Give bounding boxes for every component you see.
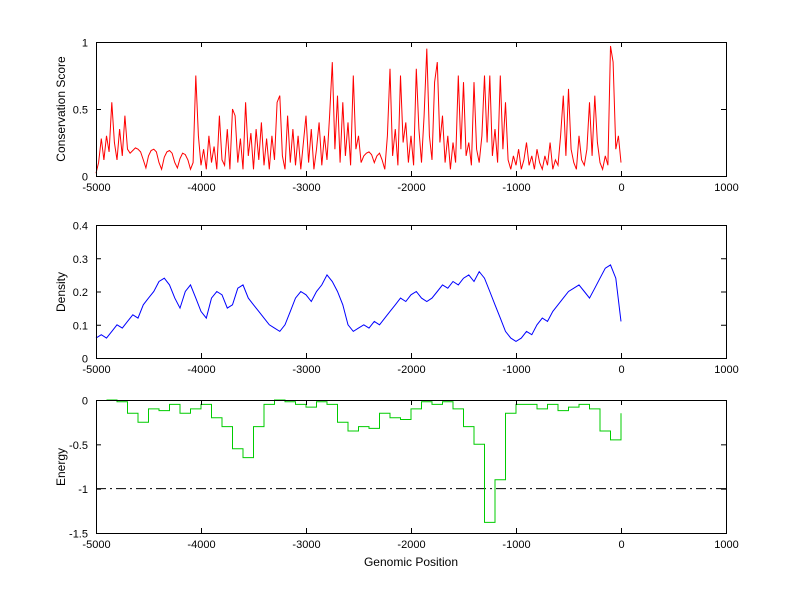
x-tick-label: 0 [618, 364, 624, 376]
x-tick-label: 1000 [714, 182, 738, 194]
x-tick-label: -5000 [82, 364, 110, 376]
x-tick-label: -5000 [82, 539, 110, 551]
subplot-3-box [96, 400, 727, 534]
x-tick-label: 1000 [714, 539, 738, 551]
subplot-1-box [96, 42, 727, 177]
x-tick-label: -5000 [82, 182, 110, 194]
x-tick-label: -1000 [502, 182, 530, 194]
x-tick-label: -2000 [397, 182, 425, 194]
density-series-line [95, 264, 622, 342]
y-tick-label: 0.4 [73, 221, 88, 233]
ylabel-density: Density [54, 271, 68, 313]
x-tick-label: -4000 [187, 182, 215, 194]
y-tick-label: -1.5 [69, 529, 88, 541]
y-tick-label: 0 [82, 354, 88, 366]
conservation-score-series-line [95, 45, 622, 174]
x-tick-label: 0 [618, 182, 624, 194]
x-tick-label: -4000 [187, 539, 215, 551]
xlabel-genomic-position: Genomic Position [363, 555, 459, 569]
y-tick-label: 0.1 [73, 320, 88, 332]
x-tick-label: -3000 [292, 182, 320, 194]
x-tick-label: -3000 [292, 364, 320, 376]
energy-series-line [106, 399, 622, 523]
ylabel-conservation-score: Conservation Score [54, 56, 68, 162]
y-tick-label: 0 [82, 172, 88, 184]
y-tick-label: 0 [82, 396, 88, 408]
x-tick-label: 1000 [714, 364, 738, 376]
x-tick-label: -1000 [502, 539, 530, 551]
x-tick-label: -2000 [397, 364, 425, 376]
x-tick-label: -3000 [292, 539, 320, 551]
subplot-2-box [96, 225, 727, 359]
y-tick-label: 0.2 [73, 287, 88, 299]
y-tick-label: 1 [82, 38, 88, 50]
x-tick-label: -2000 [397, 539, 425, 551]
y-tick-label: -0.5 [69, 440, 88, 452]
x-tick-label: -1000 [502, 364, 530, 376]
ylabel-energy: Energy [54, 447, 68, 487]
x-tick-label: -4000 [187, 364, 215, 376]
y-tick-label: 0.5 [73, 105, 88, 117]
y-tick-label: -1 [78, 484, 88, 496]
x-tick-label: 0 [618, 539, 624, 551]
y-tick-label: 0.3 [73, 254, 88, 266]
